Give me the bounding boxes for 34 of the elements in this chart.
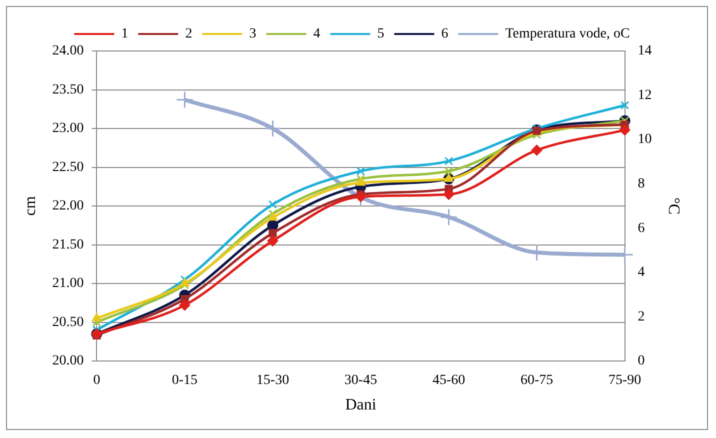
legend-label: 6 bbox=[441, 26, 448, 42]
legend-label: Temperatura vode, oC bbox=[505, 26, 630, 42]
legend-label: 5 bbox=[377, 26, 384, 42]
y2-tick-label: 14 bbox=[638, 44, 652, 59]
y2-axis-title: °C bbox=[665, 197, 682, 215]
legend-label: 2 bbox=[185, 26, 192, 42]
legend-label: 1 bbox=[121, 26, 128, 42]
y2-tick-label: 0 bbox=[638, 354, 645, 369]
y-tick-label: 24.00 bbox=[52, 44, 84, 59]
x-tick-label: 0 bbox=[93, 373, 100, 388]
y-axis-title: cm bbox=[22, 196, 39, 216]
y2-tick-label: 4 bbox=[638, 265, 645, 280]
x-tick-label: 75-90 bbox=[608, 373, 642, 388]
x-tick-label: 30-45 bbox=[344, 373, 378, 388]
y2-tick-label: 10 bbox=[638, 132, 652, 148]
x-tick-label: 45-60 bbox=[432, 373, 466, 388]
x-axis-title: Dani bbox=[345, 396, 377, 414]
y-tick-label: 23.00 bbox=[52, 121, 84, 136]
legend-label: 4 bbox=[313, 26, 320, 42]
y-tick-label: 21.50 bbox=[52, 237, 84, 252]
y2-tick-label: 6 bbox=[638, 220, 645, 236]
x-tick-label: 0-15 bbox=[172, 373, 198, 388]
y-tick-label: 23.50 bbox=[52, 82, 84, 98]
x-tick-label: 60-75 bbox=[520, 373, 554, 388]
y2-tick-label: 8 bbox=[638, 176, 645, 192]
y-tick-label: 21.00 bbox=[52, 276, 84, 292]
y-tick-label: 20.50 bbox=[52, 314, 84, 330]
y2-tick-label: 12 bbox=[638, 88, 652, 103]
legend-label: 3 bbox=[249, 26, 256, 42]
y2-tick-label: 2 bbox=[638, 309, 645, 324]
x-tick-label: 15-30 bbox=[256, 373, 290, 388]
y-tick-label: 20.00 bbox=[52, 354, 84, 369]
y-tick-label: 22.00 bbox=[52, 198, 84, 214]
y-tick-label: 22.50 bbox=[52, 160, 84, 175]
